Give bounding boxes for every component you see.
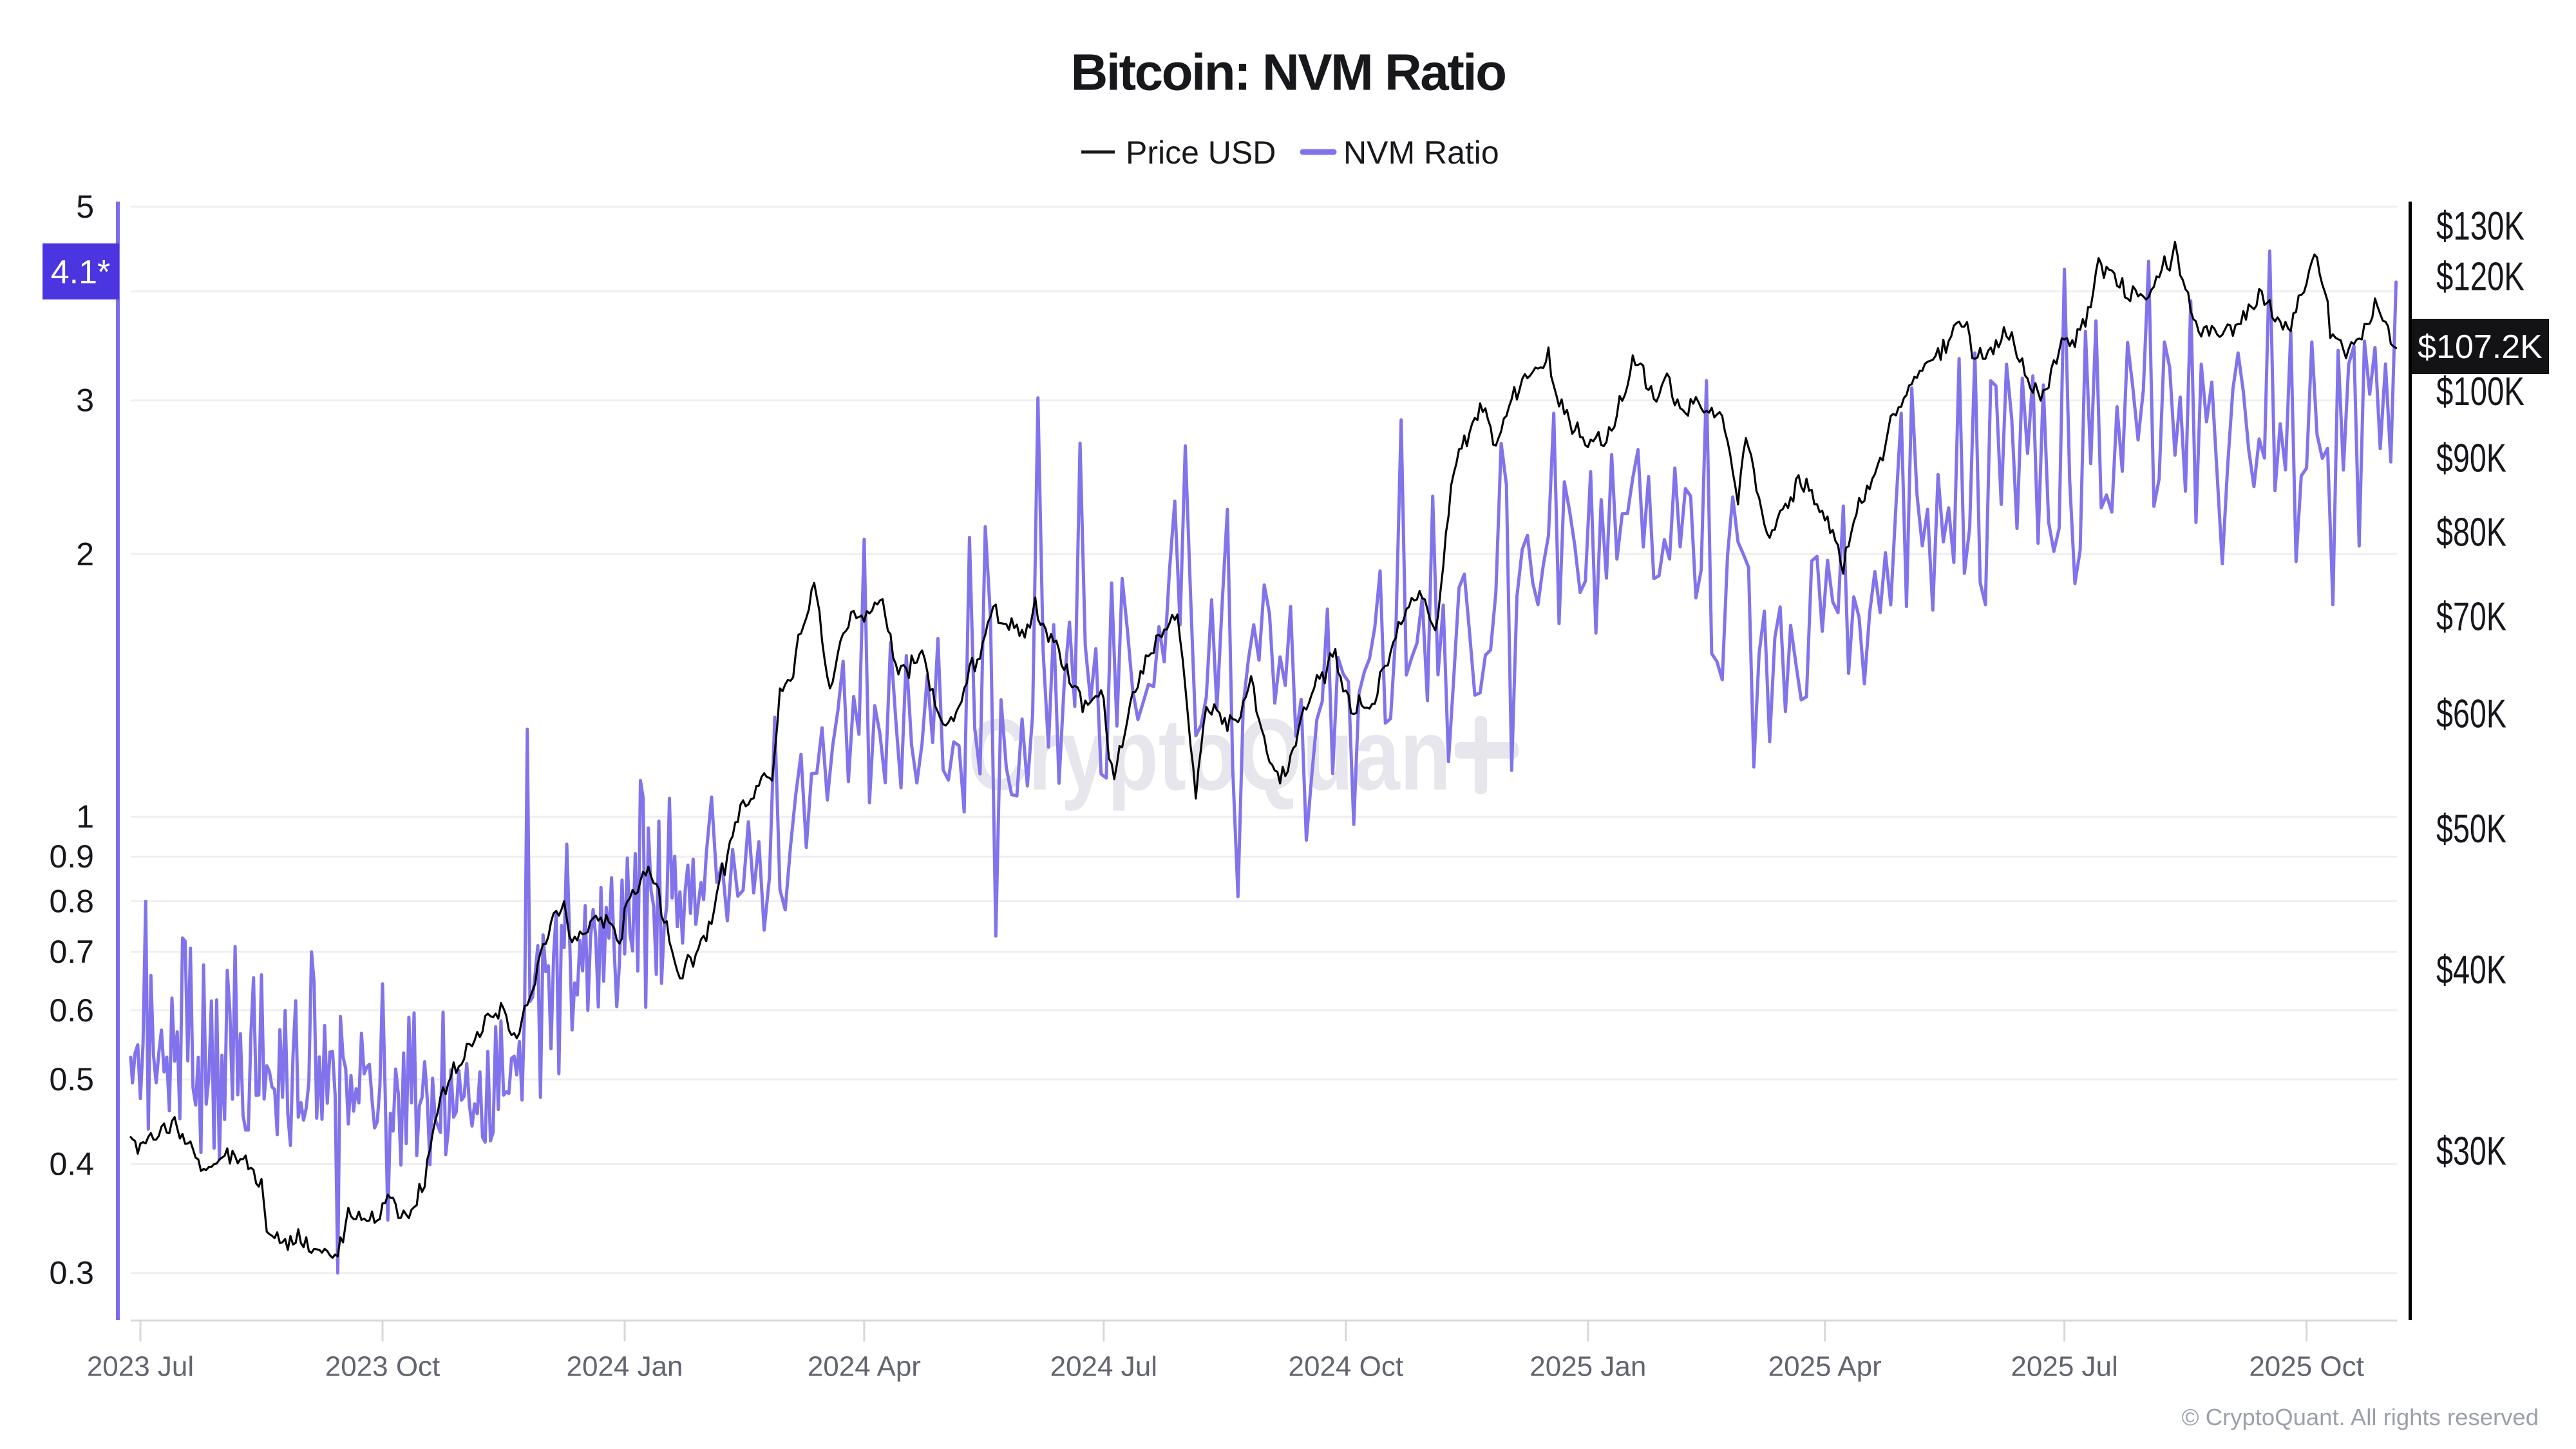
svg-text:2025 Oct: 2025 Oct: [2249, 1351, 2364, 1383]
svg-text:2024 Oct: 2024 Oct: [1289, 1351, 1404, 1383]
svg-text:0.5: 0.5: [49, 1061, 94, 1097]
svg-text:$90K: $90K: [2436, 436, 2506, 480]
svg-text:$30K: $30K: [2436, 1130, 2506, 1174]
svg-text:$100K: $100K: [2436, 370, 2524, 414]
svg-text:0.4: 0.4: [49, 1146, 94, 1182]
svg-text:3: 3: [76, 383, 94, 419]
svg-text:2023 Jul: 2023 Jul: [87, 1351, 194, 1383]
svg-text:2025 Jul: 2025 Jul: [2011, 1351, 2117, 1383]
svg-text:0.7: 0.7: [49, 934, 94, 970]
svg-text:1: 1: [76, 799, 94, 835]
svg-text:2025 Apr: 2025 Apr: [1768, 1351, 1882, 1383]
svg-text:2024 Jul: 2024 Jul: [1050, 1351, 1157, 1383]
svg-text:Bitcoin: NVM Ratio: Bitcoin: NVM Ratio: [1071, 44, 1506, 101]
svg-text:0.6: 0.6: [49, 992, 94, 1028]
svg-text:0.3: 0.3: [49, 1255, 94, 1291]
svg-text:2023 Oct: 2023 Oct: [325, 1351, 440, 1383]
svg-text:$130K: $130K: [2436, 204, 2524, 249]
svg-text:2024 Apr: 2024 Apr: [808, 1351, 921, 1383]
svg-text:$80K: $80K: [2436, 511, 2506, 555]
svg-text:$60K: $60K: [2436, 692, 2506, 737]
svg-text:2: 2: [76, 536, 94, 572]
svg-text:$107.2K: $107.2K: [2418, 328, 2543, 366]
svg-text:$40K: $40K: [2436, 948, 2506, 992]
svg-text:© CryptoQuant. All rights rese: © CryptoQuant. All rights reserved: [2182, 1404, 2539, 1430]
svg-text:CryptoQuan: CryptoQuan: [968, 698, 1451, 811]
svg-text:$50K: $50K: [2436, 807, 2506, 851]
svg-text:2024 Jan: 2024 Jan: [566, 1351, 683, 1383]
svg-text:0.8: 0.8: [49, 884, 94, 920]
svg-text:2025 Jan: 2025 Jan: [1530, 1351, 1646, 1383]
svg-text:NVM Ratio: NVM Ratio: [1343, 135, 1499, 171]
svg-text:4.1*: 4.1*: [51, 254, 111, 291]
svg-text:5: 5: [76, 189, 94, 225]
svg-text:0.9: 0.9: [49, 838, 94, 875]
svg-text:Price USD: Price USD: [1126, 135, 1276, 171]
svg-text:$70K: $70K: [2436, 595, 2506, 639]
svg-text:$120K: $120K: [2436, 254, 2524, 299]
